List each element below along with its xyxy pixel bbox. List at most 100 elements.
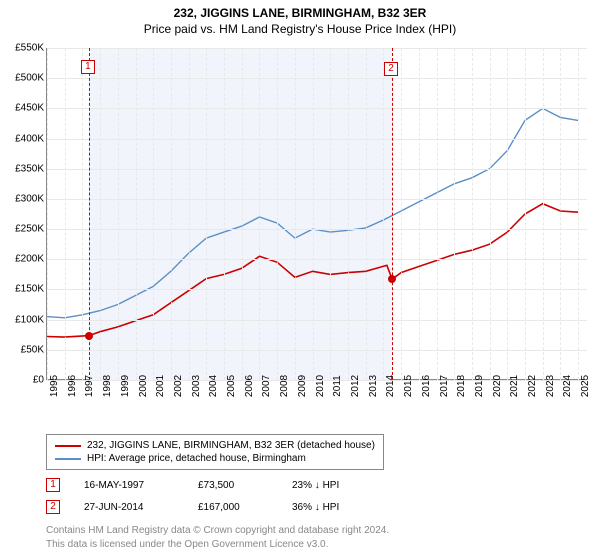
gridline-v [189, 48, 190, 380]
x-axis-label: 2002 [173, 375, 184, 397]
gridline-h [47, 229, 587, 230]
x-axis-label: 2000 [138, 375, 149, 397]
gridline-v [47, 48, 48, 380]
gridline-v [153, 48, 154, 380]
gridline-h [47, 48, 587, 49]
y-axis-label: £500K [0, 73, 44, 84]
gridline-v [419, 48, 420, 380]
x-axis-label: 2024 [562, 375, 573, 397]
gridline-v [383, 48, 384, 380]
sale-delta: 23% ↓ HPI [292, 480, 339, 491]
y-axis-label: £400K [0, 133, 44, 144]
y-axis-label: £0 [0, 375, 44, 386]
x-axis-label: 1996 [67, 375, 78, 397]
y-axis-label: £150K [0, 284, 44, 295]
legend-row: 232, JIGGINS LANE, BIRMINGHAM, B32 3ER (… [55, 439, 375, 452]
gridline-v [454, 48, 455, 380]
y-axis-label: £350K [0, 163, 44, 174]
sale-delta: 36% ↓ HPI [292, 502, 339, 513]
x-axis-label: 1995 [49, 375, 60, 397]
x-axis-label: 2005 [226, 375, 237, 397]
gridline-v [560, 48, 561, 380]
sale-price: £73,500 [198, 480, 268, 491]
sale-marker-box: 2 [384, 62, 398, 76]
sale-marker-line [89, 48, 90, 380]
gridline-h [47, 259, 587, 260]
gridline-h [47, 289, 587, 290]
x-axis-label: 2010 [315, 375, 326, 397]
gridline-h [47, 350, 587, 351]
plot-area [46, 48, 586, 380]
chart-title: 232, JIGGINS LANE, BIRMINGHAM, B32 3ER [0, 0, 600, 20]
gridline-v [242, 48, 243, 380]
sale-row: 2 27-JUN-2014 £167,000 36% ↓ HPI [46, 500, 339, 514]
legend-row: HPI: Average price, detached house, Birm… [55, 452, 375, 465]
legend-swatch [55, 458, 81, 460]
x-axis-label: 2019 [474, 375, 485, 397]
gridline-v [171, 48, 172, 380]
x-axis-label: 2004 [208, 375, 219, 397]
y-axis-label: £550K [0, 43, 44, 54]
x-axis-label: 2003 [191, 375, 202, 397]
x-axis-label: 2021 [509, 375, 520, 397]
gridline-v [543, 48, 544, 380]
x-axis-label: 2008 [279, 375, 290, 397]
gridline-v [136, 48, 137, 380]
x-axis-label: 1998 [102, 375, 113, 397]
gridline-v [330, 48, 331, 380]
gridline-v [366, 48, 367, 380]
legend-label: HPI: Average price, detached house, Birm… [87, 453, 306, 464]
gridline-v [348, 48, 349, 380]
x-axis-label: 1999 [120, 375, 131, 397]
gridline-v [313, 48, 314, 380]
gridline-v [224, 48, 225, 380]
sale-dot-icon [388, 275, 396, 283]
sale-dot-icon [85, 332, 93, 340]
x-axis-label: 2011 [332, 375, 343, 397]
gridline-v [401, 48, 402, 380]
sale-row: 1 16-MAY-1997 £73,500 23% ↓ HPI [46, 478, 339, 492]
gridline-v [118, 48, 119, 380]
gridline-h [47, 139, 587, 140]
x-axis-label: 1997 [84, 375, 95, 397]
x-axis-label: 2007 [261, 375, 272, 397]
sale-marker-box: 1 [81, 60, 95, 74]
gridline-v [507, 48, 508, 380]
y-axis-label: £250K [0, 224, 44, 235]
gridline-v [578, 48, 579, 380]
gridline-v [437, 48, 438, 380]
gridline-v [525, 48, 526, 380]
gridline-v [472, 48, 473, 380]
sale-date: 16-MAY-1997 [84, 480, 174, 491]
sale-price: £167,000 [198, 502, 268, 513]
x-axis-label: 2013 [368, 375, 379, 397]
gridline-h [47, 108, 587, 109]
gridline-v [206, 48, 207, 380]
x-axis-label: 2017 [439, 375, 450, 397]
line-svg [47, 48, 587, 380]
x-axis-label: 2012 [350, 375, 361, 397]
x-axis-label: 2022 [527, 375, 538, 397]
gridline-h [47, 78, 587, 79]
gridline-h [47, 320, 587, 321]
footer-line: Contains HM Land Registry data © Crown c… [46, 524, 389, 538]
legend-label: 232, JIGGINS LANE, BIRMINGHAM, B32 3ER (… [87, 440, 375, 451]
footer-text: Contains HM Land Registry data © Crown c… [46, 524, 389, 551]
gridline-v [259, 48, 260, 380]
chart-container: 232, JIGGINS LANE, BIRMINGHAM, B32 3ER P… [0, 0, 600, 560]
sale-marker-icon: 1 [46, 478, 60, 492]
x-axis-label: 2016 [421, 375, 432, 397]
gridline-v [65, 48, 66, 380]
x-axis-label: 2025 [580, 375, 591, 397]
y-axis-label: £100K [0, 314, 44, 325]
gridline-h [47, 199, 587, 200]
x-axis-label: 2018 [456, 375, 467, 397]
y-axis-label: £450K [0, 103, 44, 114]
legend-swatch [55, 445, 81, 447]
gridline-v [100, 48, 101, 380]
x-axis-label: 2001 [155, 375, 166, 397]
footer-line: This data is licensed under the Open Gov… [46, 538, 389, 552]
gridline-v [82, 48, 83, 380]
y-axis-label: £300K [0, 193, 44, 204]
y-axis-label: £50K [0, 344, 44, 355]
